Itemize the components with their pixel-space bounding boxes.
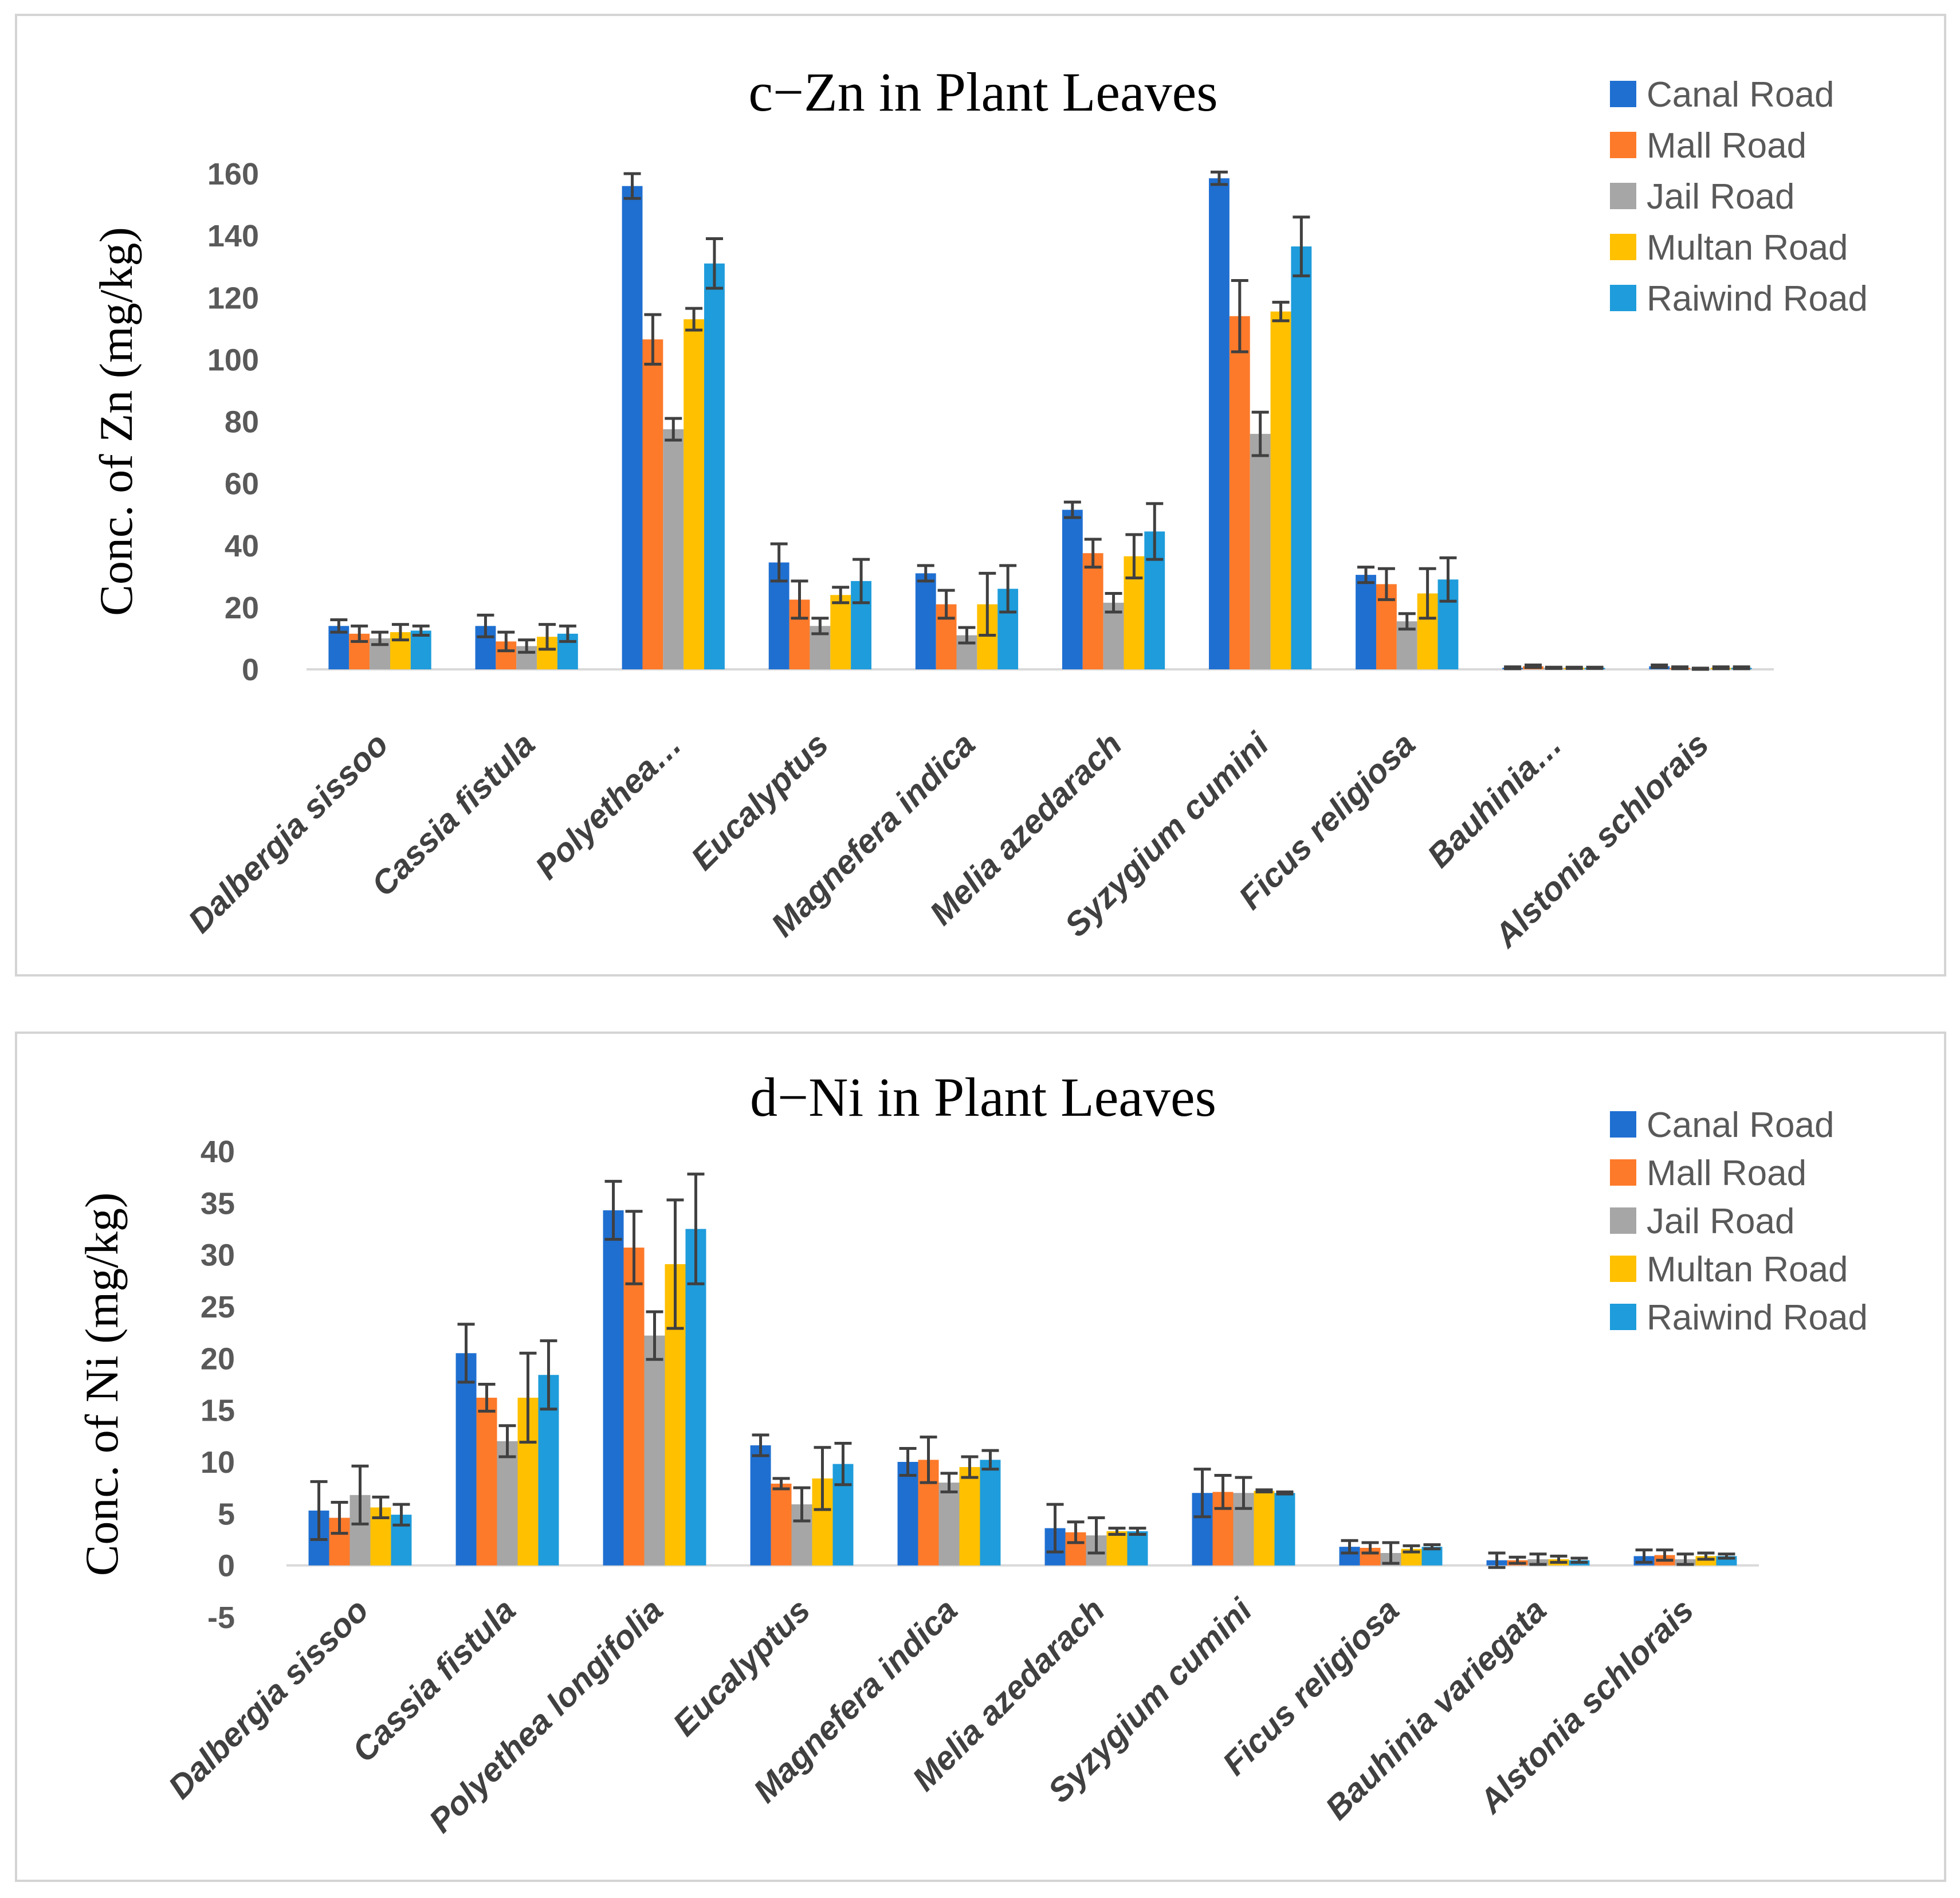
y-tick-label: 120 — [207, 281, 259, 315]
y-tick-label: 5 — [218, 1497, 235, 1531]
y-tick-label: 60 — [225, 467, 259, 501]
legend-label: Jail Road — [1647, 1202, 1794, 1241]
legend-label: Mall Road — [1647, 126, 1806, 166]
bar — [1106, 1531, 1128, 1566]
y-axis-label: Conc. of Ni (mg/kg) — [76, 1193, 128, 1577]
legend-swatch — [1610, 81, 1636, 107]
zn-bar-chart: c−Zn in Plant Leaves Conc. of Zn (mg/kg) 0… — [90, 61, 1868, 955]
y-tick-label: -5 — [207, 1601, 235, 1635]
category-label: Dalbergia sissoo — [162, 1591, 376, 1806]
legend-swatch — [1610, 1207, 1636, 1234]
category-label: Bauhinia… — [1420, 726, 1569, 875]
y-tick-label: 0 — [242, 653, 259, 687]
legend-label: Jail Road — [1647, 177, 1794, 217]
legend-label: Raiwind Road — [1647, 279, 1868, 319]
bar — [1103, 602, 1124, 669]
ni-bar-chart: d−Ni in Plant Leaves Conc. of Ni (mg/kg) -… — [76, 1066, 1868, 1840]
bar — [980, 1460, 1001, 1566]
bar — [750, 1445, 771, 1566]
bar — [622, 186, 643, 669]
y-tick-label: 140 — [207, 219, 259, 253]
y-tick-label: 40 — [225, 529, 259, 563]
bar — [1127, 1531, 1148, 1566]
category-label: Polyethea… — [528, 726, 689, 887]
bar — [476, 1397, 497, 1566]
bar — [1229, 316, 1250, 669]
legend-swatch — [1610, 132, 1636, 158]
bar — [1270, 311, 1291, 669]
legend-label: Multan Road — [1647, 228, 1848, 268]
y-tick-label: 20 — [201, 1342, 235, 1376]
zn-chart-panel: c−Zn in Plant Leaves Conc. of Zn (mg/kg) 0… — [15, 14, 1946, 977]
legend-swatch — [1610, 1111, 1636, 1138]
bar — [455, 1353, 477, 1566]
chart-title: c−Zn in Plant Leaves — [748, 61, 1217, 123]
bar — [497, 1441, 518, 1566]
bar — [623, 1248, 645, 1566]
bar — [915, 573, 936, 669]
legend-swatch — [1610, 1256, 1636, 1282]
y-axis-label: Conc. of Zn (mg/kg) — [90, 227, 142, 616]
bar — [1254, 1491, 1275, 1566]
y-tick-label: 160 — [207, 157, 259, 191]
legend-label: Raiwind Road — [1647, 1298, 1868, 1338]
ni-chart-panel: d−Ni in Plant Leaves Conc. of Ni (mg/kg) -… — [15, 1032, 1946, 1882]
bar — [1062, 509, 1083, 669]
legend-swatch — [1610, 234, 1636, 260]
legend-label: Multan Road — [1647, 1250, 1848, 1289]
bar — [938, 1483, 960, 1566]
chart-title: d−Ni in Plant Leaves — [750, 1066, 1216, 1128]
bar — [897, 1462, 918, 1566]
y-tick-label: 25 — [201, 1290, 235, 1324]
y-tick-label: 15 — [201, 1394, 235, 1428]
bar — [410, 630, 431, 669]
y-tick-label: 30 — [201, 1238, 235, 1273]
bar — [663, 429, 684, 669]
bar — [704, 263, 725, 669]
legend-swatch — [1610, 183, 1636, 209]
legend-swatch — [1610, 1159, 1636, 1186]
y-tick-label: 10 — [201, 1445, 235, 1480]
y-tick-label: 20 — [225, 591, 259, 625]
bar — [1356, 575, 1376, 669]
y-tick-label: 100 — [207, 343, 259, 377]
bar — [1250, 434, 1271, 669]
y-tick-label: 0 — [218, 1549, 235, 1583]
legend-swatch — [1610, 285, 1636, 311]
bar — [1209, 178, 1230, 669]
bar — [642, 339, 663, 669]
y-tick-label: 80 — [225, 405, 259, 440]
bar — [684, 319, 705, 669]
legend-swatch — [1610, 1304, 1636, 1330]
bar — [603, 1210, 624, 1566]
bar — [959, 1467, 980, 1566]
legend-label: Canal Road — [1647, 75, 1834, 115]
category-label: Eucalyptus — [684, 726, 836, 877]
y-tick-label: 35 — [201, 1186, 235, 1221]
bar — [644, 1335, 665, 1566]
bar — [1274, 1493, 1295, 1566]
legend-label: Mall Road — [1647, 1154, 1806, 1193]
bar — [830, 595, 851, 669]
category-label: Eucalyptus — [666, 1591, 818, 1743]
bar — [1291, 246, 1312, 669]
legend-label: Canal Road — [1647, 1105, 1834, 1145]
category-label: Dalbergia sissoo — [181, 726, 395, 940]
y-tick-label: 40 — [201, 1135, 235, 1169]
bar — [771, 1483, 792, 1566]
bar — [1082, 553, 1103, 669]
